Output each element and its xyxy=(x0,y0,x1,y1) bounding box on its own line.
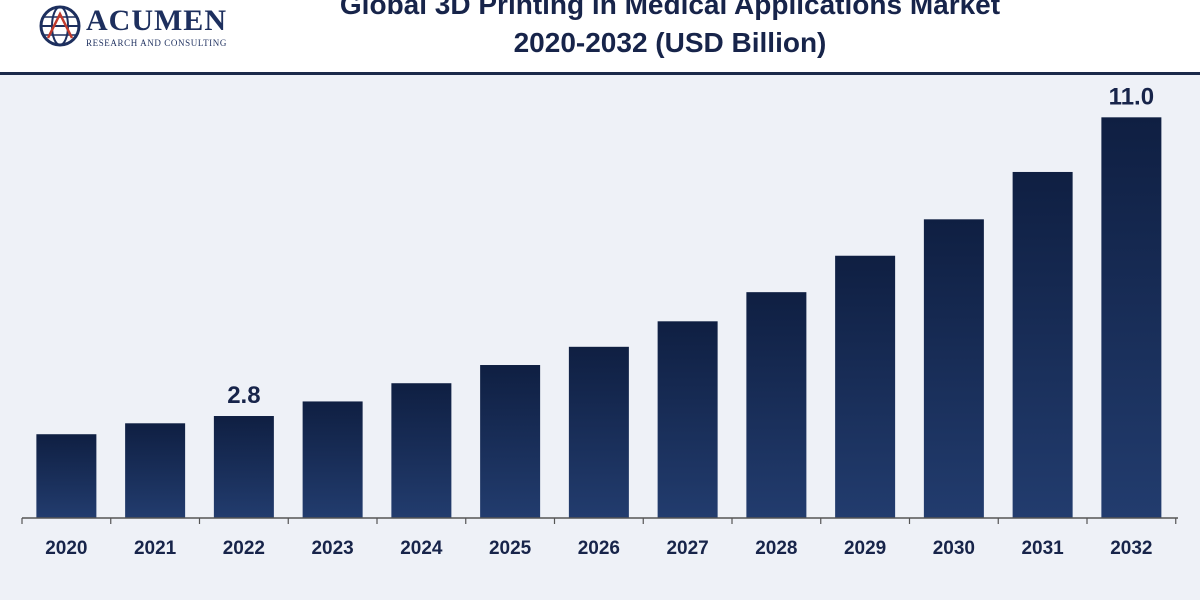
bar-2025 xyxy=(480,365,541,518)
x-tick-label-2027: 2027 xyxy=(666,538,708,559)
logo-name: ACUMEN xyxy=(86,4,227,37)
x-axis-ticks xyxy=(21,518,1177,524)
bars-group xyxy=(36,117,1162,519)
x-tick-label-2026: 2026 xyxy=(578,538,620,559)
x-tick-label-2021: 2021 xyxy=(134,538,177,559)
bar-2027 xyxy=(657,321,718,518)
bar-2029 xyxy=(835,255,896,519)
data-labels: 2.8 11.0 xyxy=(227,83,1154,409)
x-tick-label-2028: 2028 xyxy=(755,538,797,559)
globe-icon xyxy=(39,5,81,47)
x-tick-label-2020: 2020 xyxy=(45,538,87,559)
x-tick-label-2025: 2025 xyxy=(489,538,532,559)
chart-title-block: Global 3D Printing in Medical Applicatio… xyxy=(260,0,1080,62)
bar-2023 xyxy=(302,401,363,518)
x-tick-label-2024: 2024 xyxy=(400,538,443,559)
x-tick-label-2023: 2023 xyxy=(311,538,353,559)
x-axis-labels: 2020 2021 2022 2023 2024 2025 2026 2027 2028 2029… xyxy=(45,538,1152,559)
x-tick-label-2022: 2022 xyxy=(223,538,265,559)
x-tick-label-2029: 2029 xyxy=(844,538,886,559)
bar-2021 xyxy=(125,423,186,518)
x-tick-label-2032: 2032 xyxy=(1110,538,1152,559)
chart-title: Global 3D Printing in Medical Applicatio… xyxy=(339,0,1001,20)
bar-2031 xyxy=(1012,171,1073,518)
bar-2024 xyxy=(391,383,452,518)
bar-2030 xyxy=(923,219,984,518)
bar-2028 xyxy=(746,292,807,518)
data-label-2022: 2.8 xyxy=(227,382,260,409)
bar-2032 xyxy=(1101,117,1162,518)
bar-2022 xyxy=(213,416,274,518)
x-tick-label-2031: 2031 xyxy=(1021,538,1064,559)
bar-2026 xyxy=(568,346,629,518)
acumen-logo: ACUMEN RESEARCH AND CONSULTING xyxy=(38,4,238,52)
chart-subtitle: 2020-2032 (USD Billion) xyxy=(513,27,827,58)
x-tick-label-2030: 2030 xyxy=(933,538,975,559)
header: ACUMEN RESEARCH AND CONSULTING Global 3D… xyxy=(0,0,1200,75)
logo-tagline: RESEARCH AND CONSULTING xyxy=(86,38,227,48)
bar-2020 xyxy=(36,434,97,518)
data-label-2032: 11.0 xyxy=(1109,83,1154,110)
